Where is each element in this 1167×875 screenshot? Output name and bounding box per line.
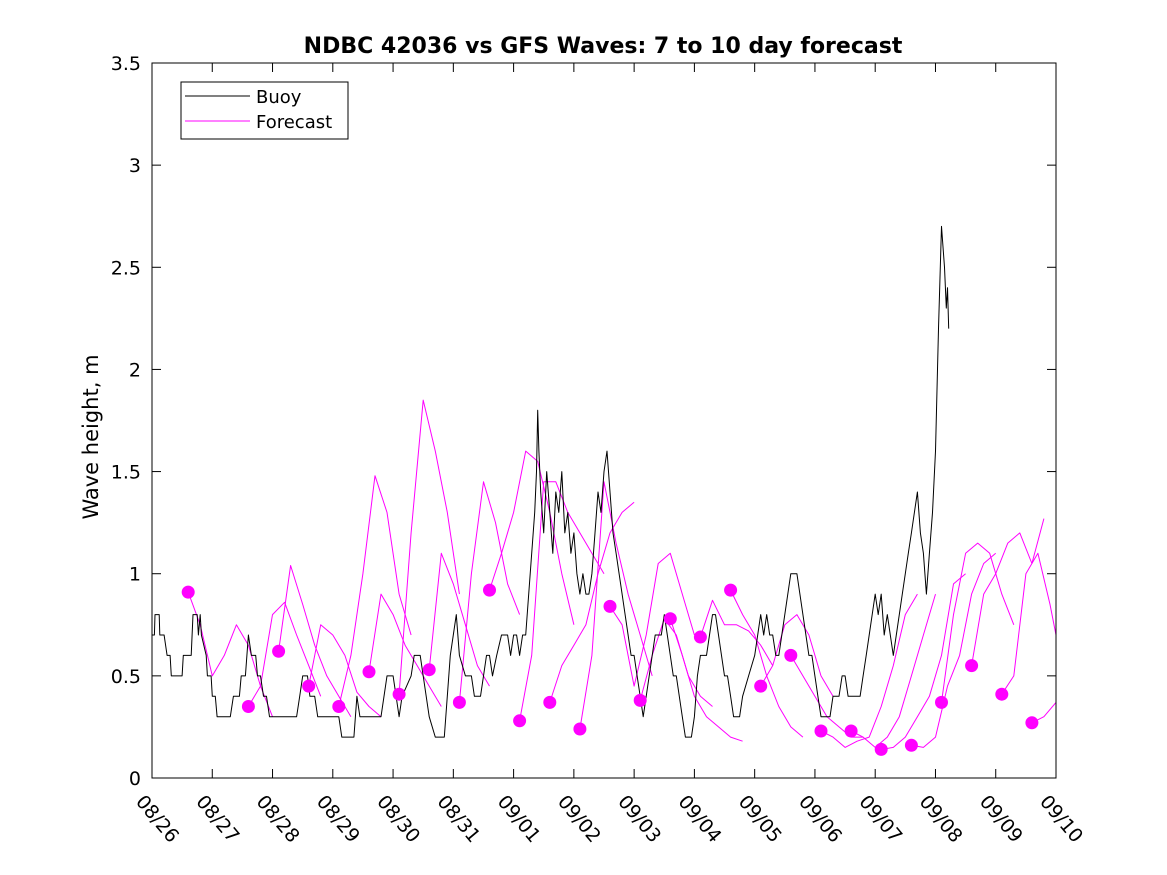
forecast-marker-3 <box>272 644 286 658</box>
forecast-line-13 <box>579 481 653 730</box>
forecast-marker-6 <box>362 665 376 679</box>
y-tick-label-0: 0 <box>129 768 141 790</box>
forecast-marker-20 <box>784 648 798 662</box>
forecast-marker-1 <box>181 585 195 599</box>
forecast-marker-15 <box>633 693 647 707</box>
forecast-line-7 <box>398 399 460 695</box>
forecast-line-12 <box>549 501 635 703</box>
forecast-line-11 <box>519 481 605 721</box>
forecast-marker-22 <box>844 724 858 738</box>
y-tick-label-5: 2.5 <box>111 257 141 279</box>
forecast-line-21 <box>820 593 918 748</box>
legend-forecast-label: Forecast <box>256 112 332 133</box>
forecast-line-6 <box>368 593 442 707</box>
forecast-line-24 <box>911 552 997 748</box>
series-layer <box>152 225 1057 756</box>
plot-area <box>152 63 1056 778</box>
forecast-marker-19 <box>754 679 768 693</box>
y-tick-label-6: 3 <box>129 155 141 177</box>
forecast-line-19 <box>760 614 834 697</box>
buoy-line <box>152 225 950 738</box>
forecast-line-2 <box>247 601 322 707</box>
forecast-marker-23 <box>874 742 888 756</box>
forecast-marker-17 <box>693 630 707 644</box>
forecast-line-16 <box>669 618 743 742</box>
plot-frame <box>151 62 1057 779</box>
forecast-marker-2 <box>241 700 255 713</box>
y-tick-label-3: 1.5 <box>111 462 141 484</box>
forecast-marker-13 <box>573 722 587 736</box>
forecast-marker-26 <box>965 659 979 673</box>
forecast-marker-5 <box>332 700 346 713</box>
forecast-marker-21 <box>814 724 828 738</box>
forecast-line-3 <box>278 565 352 717</box>
forecast-marker-14 <box>603 599 617 613</box>
y-tick-label-7: 3.5 <box>111 53 141 75</box>
forecast-line-1 <box>187 591 273 717</box>
forecast-line-5 <box>338 475 412 707</box>
forecast-line-14 <box>609 552 695 687</box>
forecast-line-9 <box>458 481 521 703</box>
forecast-line-4 <box>308 624 382 718</box>
forecast-marker-27 <box>995 687 1009 701</box>
y-tick-label-4: 2 <box>129 359 141 381</box>
forecast-line-25 <box>941 542 1015 703</box>
legend-buoy-label: Buoy <box>256 87 302 108</box>
forecast-line-8 <box>428 552 490 687</box>
forecast-marker-24 <box>904 738 918 752</box>
forecast-line-10 <box>489 450 575 625</box>
y-tick-label-1: 0.5 <box>111 666 141 688</box>
forecast-line-27 <box>1001 552 1057 695</box>
forecast-line-23 <box>881 573 966 750</box>
y-tick-label-2: 1 <box>129 564 141 586</box>
forecast-marker-4 <box>302 679 316 693</box>
legend-box <box>180 81 349 140</box>
forecast-marker-16 <box>663 612 677 626</box>
forecast-marker-18 <box>724 583 738 597</box>
legend: Buoy Forecast <box>180 81 349 140</box>
y-axis-label: Wave height, m <box>79 354 103 519</box>
forecast-marker-28 <box>1025 716 1039 730</box>
forecast-line-22 <box>850 593 936 748</box>
forecast-marker-12 <box>543 695 557 709</box>
forecast-marker-7 <box>392 687 406 701</box>
forecast-line-17 <box>699 599 774 666</box>
forecast-marker-25 <box>935 695 948 709</box>
forecast-marker-8 <box>422 663 436 677</box>
forecast-marker-10 <box>483 583 496 597</box>
chart-title: NDBC 42036 vs GFS Waves: 7 to 10 day for… <box>304 34 903 59</box>
forecast-marker-11 <box>513 714 527 728</box>
forecast-marker-9 <box>452 695 466 709</box>
